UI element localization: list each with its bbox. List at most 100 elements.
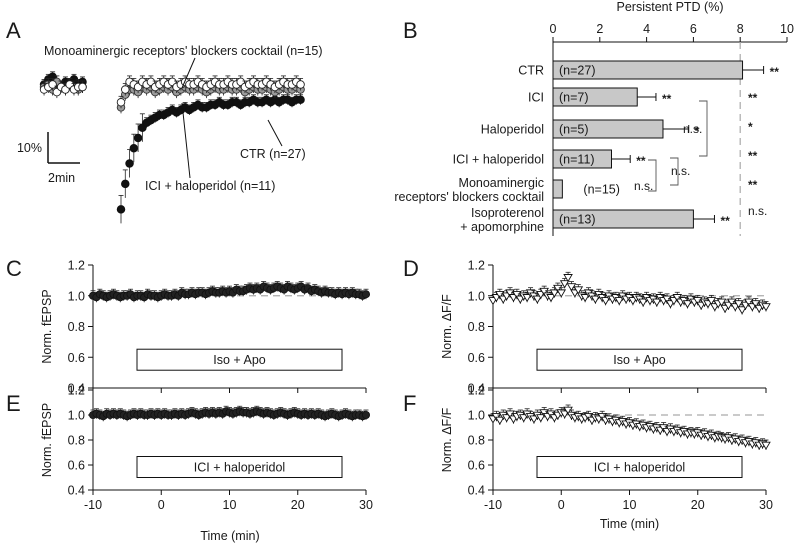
legend-ctr-label: CTR (n=27) [240,147,306,161]
scale-x-label: 2min [48,171,75,185]
treatment-box-label: ICI + haloperidol [594,461,685,475]
panel-b-category-label: Monoaminergic [459,176,544,190]
panel-b-bracket-label: n.s. [683,122,702,136]
treatment-box [136,456,343,478]
panel-b-right-significance: ** [748,178,758,192]
panel-a-point [125,159,134,168]
panel-letter-c: C [6,256,22,281]
axis-x-tick-label: 0 [158,498,165,512]
panel-b-tick-label: 10 [780,22,794,36]
panel-b-tick-label: 4 [643,22,650,36]
legend-ici-label: ICI + haloperidol (n=11) [145,179,275,193]
panel-e-plot: 0.4 0.6 0.8 1.0 1.2 -10 0 10 20 30 Norm. fEPSP ICI … [40,384,373,513]
axis-y-tick-label: 1.0 [68,289,85,303]
axis-y-tick-label: 0.4 [68,484,85,498]
axis-y-label: Norm. ΔF/F [440,294,454,359]
treatment-box-label: ICI + haloperidol [194,461,285,475]
axis-y-tick-label: 1.2 [468,384,485,398]
panel-b-n-label: (n=27) [559,64,595,78]
axis-y-tick-label: 1.0 [468,409,485,423]
panel-b-tick-label: 2 [596,22,603,36]
axis-y-tick-label: 0.4 [68,382,85,396]
axis-y-tick-label: 1.2 [68,259,85,273]
panel-a-point [129,143,139,153]
data-point [737,306,747,315]
data-point [522,294,532,303]
legend-mono-pointer [181,57,196,89]
panel-b-category-label: ICI [528,91,544,105]
axis-y-label: Norm. fEPSP [40,289,54,363]
panel-b-bar [552,179,563,199]
panel-a-point [296,95,305,104]
panel-b-title: Persistent PTD (%) [617,0,724,14]
panel-b-category-label: + apomorphine [460,220,544,234]
axis-x-tick-label: 10 [223,498,237,512]
panel-b-category-label: ICI + haloperidol [453,153,544,167]
scale-y-label: 10% [17,141,42,155]
axis-y-tick-label: 1.2 [68,384,85,398]
panel-letter-a: A [6,18,21,43]
axis-x-tick-label: 20 [691,498,705,512]
data-point [727,298,737,307]
treatment-box [136,348,343,371]
axis-x-tick-label: 30 [359,498,373,512]
data-point [361,290,370,299]
data-point [761,441,771,450]
panel-b-bar-significance: ** [636,154,646,168]
data-point [566,283,577,292]
axis-y-tick-label: 0.8 [68,434,85,448]
data-point [535,414,546,423]
panel-b-right-significance: n.s. [748,204,767,218]
panel-b-bracket [648,159,657,192]
panel-b-n-label: (n=5) [559,123,589,137]
axis-x-tick-label: -10 [84,498,102,512]
panel-b-bracket-label: n.s. [634,179,653,193]
treatment-box [536,456,743,478]
treatment-box [536,348,743,371]
panel-a-point [116,205,126,214]
panel-e-xlabel: Time (min) [200,529,259,543]
panel-letter-d: D [403,256,419,281]
panel-a-point [78,82,87,92]
panel-b-bracket [670,157,679,186]
data-point [559,280,570,289]
axis-y-tick-label: 0.4 [468,484,485,498]
data-point [682,300,693,309]
axis-y-tick-label: 1.0 [468,289,485,303]
axis-y-tick-label: 0.8 [68,320,85,334]
legend-mono-label: Monoaminergic receptors' blockers cockta… [44,44,323,58]
panel-a-point [133,133,143,143]
axis-x-tick-label: 0 [558,498,565,512]
legend-ctr-pointer [267,119,283,147]
data-point [495,416,505,425]
panel-b-bar-significance: ** [662,92,672,106]
data-point [573,286,584,295]
data-point [553,284,563,293]
panel-d-plot: 0.4 0.6 0.8 1.0 1.2 Norm. ΔF/F Iso + Apo [440,259,771,396]
axis-y-tick-label: 0.6 [68,351,85,365]
axis-y-tick-label: 1.2 [468,259,485,273]
axis-x-tick-label: -10 [484,498,502,512]
axis-y-tick-label: 0.6 [468,459,485,473]
data-point [361,410,370,419]
data-point [652,298,662,307]
axis-y-tick-label: 0.8 [468,434,485,448]
data-point [559,410,570,419]
treatment-box-label: Iso + Apo [213,353,266,367]
panel-b-bracket-label: n.s. [671,164,690,178]
panel-b-n-label: (n=15) [583,183,619,197]
axis-x-tick-label: 30 [759,498,773,512]
panel-b-category-label: receptors' blockers cocktail [394,190,544,204]
data-point [495,290,505,300]
data-point [580,294,590,303]
panel-b-n-label: (n=11) [559,153,595,167]
panel-b-category-label: CTR [518,64,544,78]
panel-letter-b: B [403,18,418,43]
data-point [590,295,601,304]
panel-a-point [296,80,305,89]
panel-b-bar-significance: ** [770,65,780,79]
axis-y-label: Norm. fEPSP [40,403,54,477]
panel-f-plot: 0.4 0.6 0.8 1.0 1.2 -10 0 10 20 30 Norm. ΔF/F Time … [440,384,773,532]
axis-y-tick-label: 0.6 [468,351,485,365]
